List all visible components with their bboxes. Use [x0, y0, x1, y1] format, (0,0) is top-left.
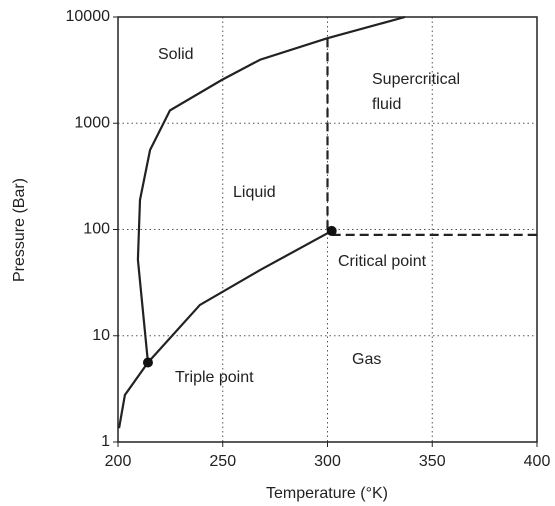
phase-point	[326, 225, 337, 236]
phase-boundary	[117, 361, 149, 429]
region-label: Supercritical	[372, 71, 460, 88]
y-tick-label: 1	[101, 433, 110, 450]
y-tick-label: 100	[83, 221, 110, 238]
x-tick-label: 400	[524, 453, 551, 470]
region-label: fluid	[372, 96, 401, 113]
y-tick-label: 1000	[74, 114, 110, 131]
x-tick-label: 250	[209, 453, 236, 470]
phase-point	[142, 357, 153, 368]
x-tick-label: 300	[314, 453, 341, 470]
x-axis-label: Temperature (°K)	[266, 485, 388, 502]
x-tick-label: 200	[105, 453, 132, 470]
phase-boundary	[136, 15, 406, 363]
region-label: Gas	[352, 351, 381, 368]
region-label: Critical point	[338, 253, 427, 270]
region-label: Solid	[158, 46, 194, 63]
region-label: Liquid	[233, 184, 276, 201]
phase-boundary	[147, 229, 333, 364]
region-label: Triple point	[175, 369, 254, 386]
x-tick-label: 350	[419, 453, 446, 470]
y-tick-label: 10	[92, 327, 110, 344]
plot-frame	[117, 16, 538, 443]
y-axis-label: Pressure (Bar)	[11, 178, 28, 282]
y-tick-label: 10000	[66, 8, 111, 25]
